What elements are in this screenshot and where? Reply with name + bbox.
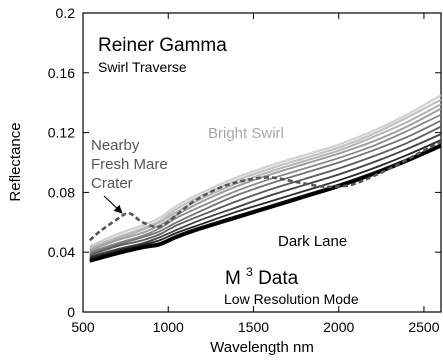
m3-superscript: 3 xyxy=(246,265,253,279)
traverse-spectrum-line-7 xyxy=(89,125,441,257)
y-tick-label: 0 xyxy=(67,304,75,320)
m3-data-label: M 3 Data xyxy=(225,260,299,289)
y-tick-label: 0.16 xyxy=(48,65,75,81)
crater-label-line3: Crater xyxy=(91,175,133,192)
traverse-spectrum-line-6 xyxy=(89,119,441,255)
chart-title: Reiner Gamma xyxy=(98,35,227,56)
m3-rest: Data xyxy=(258,268,299,289)
x-tick-label: 2500 xyxy=(408,319,439,335)
x-axis-title: Wavelength nm xyxy=(210,339,314,356)
plot-frame xyxy=(82,12,442,313)
crater-label-line1: Nearby xyxy=(91,137,140,154)
dark-lane-label: Dark Lane xyxy=(278,233,347,250)
y-tick-label: 0.2 xyxy=(56,5,76,21)
traverse-spectrum-line-8 xyxy=(89,133,441,258)
series-group xyxy=(88,94,441,263)
bright-swirl-label: Bright Swirl xyxy=(208,125,284,142)
traverse-spectrum-line-11 xyxy=(89,144,441,263)
y-axis-title: Reflectance xyxy=(7,122,24,201)
y-tick-label: 0.04 xyxy=(48,244,75,260)
mode-label: Low Resolution Mode xyxy=(224,291,359,307)
y-tick-label: 0.08 xyxy=(48,184,75,200)
ticks-group: 500 1000 1500 2000 2500 0 0.04 0.08 0.12 0.16 0.2 xyxy=(48,5,441,335)
crater-label-line2: Fresh Mare xyxy=(91,156,168,173)
y-tick-label: 0.12 xyxy=(48,125,75,141)
traverse-spectrum-line-9 xyxy=(89,139,441,260)
x-tick-label: 1500 xyxy=(238,319,269,335)
traverse-spectrum-line-2 xyxy=(89,98,441,249)
traverse-spectrum-line-5 xyxy=(89,113,441,254)
x-tick-label: 1000 xyxy=(153,319,184,335)
traverse-spectrum-line-4 xyxy=(89,107,441,252)
m3-main: M xyxy=(225,268,241,289)
x-tick-label: 500 xyxy=(71,319,95,335)
crater-arrow xyxy=(103,195,123,214)
chart-subtitle: Swirl Traverse xyxy=(98,59,187,75)
x-tick-label: 2000 xyxy=(323,319,354,335)
traverse-spectrum-line-1 xyxy=(89,94,441,248)
